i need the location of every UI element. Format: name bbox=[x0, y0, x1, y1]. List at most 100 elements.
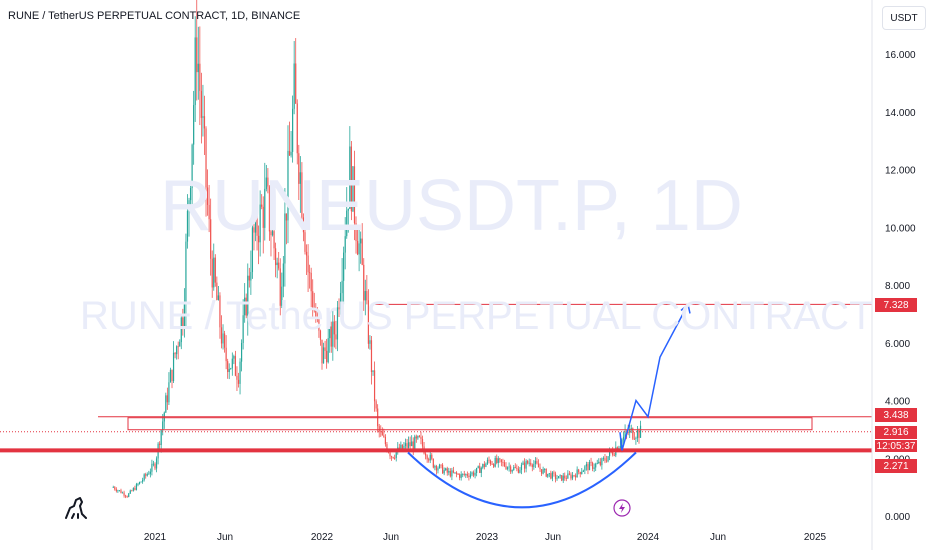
candle-body bbox=[624, 431, 626, 437]
candle-body bbox=[513, 467, 515, 471]
candle-body bbox=[514, 467, 516, 468]
candle-body bbox=[307, 255, 309, 273]
candle-body bbox=[152, 463, 155, 465]
candle-body bbox=[264, 188, 266, 228]
candle-body bbox=[271, 231, 274, 236]
candle-body bbox=[234, 356, 237, 376]
candle-body bbox=[341, 280, 343, 294]
candle-body bbox=[455, 472, 458, 475]
candle-body bbox=[214, 257, 216, 283]
candle-body bbox=[225, 347, 227, 362]
y-tick-label: 14.000 bbox=[885, 108, 916, 119]
candle-body bbox=[329, 326, 331, 339]
time-axis: 2021 Jun 2022 Jun 2023 Jun 2024 Jun 2025 bbox=[144, 532, 827, 543]
candle-body bbox=[304, 232, 306, 252]
candle-body bbox=[326, 350, 328, 363]
lightning-icon[interactable] bbox=[613, 499, 631, 517]
candle-body bbox=[301, 172, 303, 218]
candle-body bbox=[233, 356, 235, 359]
candle-body bbox=[488, 459, 490, 461]
candle-body bbox=[248, 275, 250, 281]
candle-body bbox=[448, 470, 450, 473]
candle-body bbox=[230, 368, 232, 370]
candle-body bbox=[261, 204, 263, 207]
candle-body bbox=[593, 467, 595, 469]
candle-body bbox=[336, 307, 339, 340]
candle-body bbox=[361, 238, 363, 265]
candle-body bbox=[602, 458, 605, 460]
candle-body bbox=[242, 315, 244, 343]
candle-body bbox=[525, 460, 527, 469]
candle-body bbox=[556, 478, 558, 480]
candle-body bbox=[114, 487, 116, 490]
x-tick-label: 2021 bbox=[144, 532, 167, 543]
candle-body bbox=[477, 466, 479, 468]
candle-body bbox=[578, 469, 580, 473]
candle-body bbox=[121, 492, 124, 494]
candle-body bbox=[193, 105, 195, 145]
candle-body bbox=[571, 475, 574, 479]
candle-body bbox=[332, 321, 334, 347]
candle-body bbox=[318, 318, 320, 331]
candle-body bbox=[356, 241, 359, 255]
candle-body bbox=[312, 291, 314, 309]
candle-body bbox=[519, 469, 521, 473]
candle-body bbox=[288, 150, 291, 156]
candle-body bbox=[151, 463, 153, 472]
candle-body bbox=[417, 435, 419, 439]
candle-body bbox=[386, 444, 388, 452]
candle-body bbox=[324, 347, 326, 351]
candle-body bbox=[510, 466, 512, 472]
candle-body bbox=[414, 436, 416, 449]
unit-button[interactable]: USDT bbox=[882, 6, 926, 30]
candle-body bbox=[259, 204, 261, 243]
candle-body bbox=[231, 358, 233, 369]
candle-body bbox=[292, 108, 294, 152]
candle-body bbox=[505, 466, 507, 469]
candle-body bbox=[296, 103, 298, 154]
candle-body bbox=[539, 467, 541, 470]
candle-body bbox=[222, 333, 224, 344]
candle-body bbox=[186, 210, 189, 242]
cup-arc bbox=[407, 451, 637, 509]
candle-body bbox=[440, 464, 442, 466]
candle-body bbox=[459, 474, 461, 478]
candle-body bbox=[389, 452, 391, 457]
candle-body bbox=[400, 444, 402, 451]
candle-body bbox=[358, 243, 360, 255]
candle-body bbox=[285, 213, 288, 221]
candle-body bbox=[256, 208, 258, 236]
candle-body bbox=[123, 492, 125, 496]
candle-body bbox=[197, 63, 199, 73]
candle-body bbox=[149, 471, 151, 474]
candle-body bbox=[607, 456, 609, 462]
candle-body bbox=[605, 460, 608, 462]
candle-body bbox=[188, 200, 190, 211]
candle-body bbox=[278, 262, 280, 269]
candle-body bbox=[592, 462, 594, 469]
candle-body bbox=[134, 488, 136, 490]
candle-body bbox=[251, 227, 254, 273]
candle-body bbox=[435, 465, 438, 471]
x-tick-label: 2022 bbox=[311, 532, 334, 543]
candle-body bbox=[485, 463, 487, 467]
candle-body bbox=[596, 463, 598, 464]
level-lines bbox=[0, 303, 872, 453]
candle-body bbox=[468, 475, 470, 478]
candle-body bbox=[460, 474, 462, 478]
candle-body bbox=[429, 454, 431, 461]
candles bbox=[112, 0, 642, 499]
candle-body bbox=[143, 474, 145, 481]
candle-body bbox=[346, 210, 348, 237]
candle-body bbox=[411, 441, 413, 447]
candle-body bbox=[216, 282, 218, 300]
candle-body bbox=[547, 473, 549, 477]
candle-body bbox=[189, 188, 192, 201]
candle-body bbox=[581, 471, 583, 474]
candle-body bbox=[205, 128, 207, 188]
candle-body bbox=[540, 469, 543, 474]
candle-body bbox=[554, 473, 557, 479]
candle-body bbox=[483, 463, 485, 467]
candle-body bbox=[582, 470, 584, 472]
